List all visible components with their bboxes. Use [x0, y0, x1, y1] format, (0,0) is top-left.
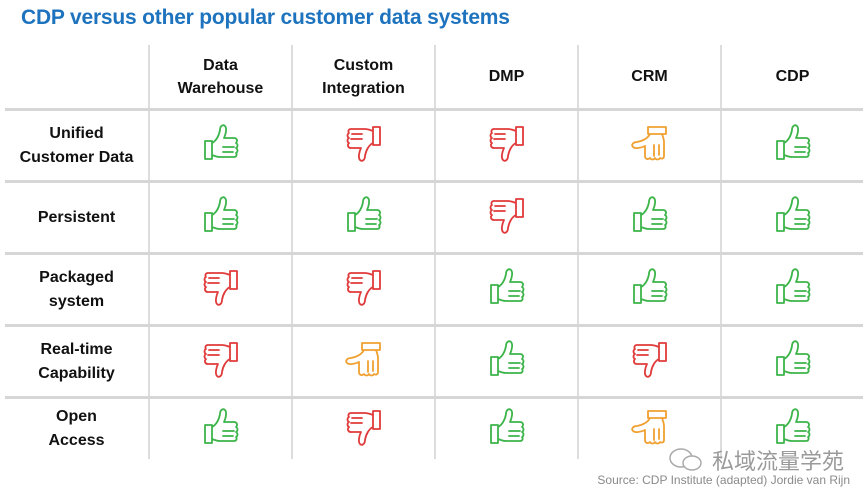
- thumbs-up-icon: [775, 196, 810, 232]
- rating-cell: [577, 396, 721, 459]
- row-label: Packaged system: [5, 252, 149, 326]
- rating-cell: [720, 180, 863, 254]
- rating-cell: [720, 252, 863, 326]
- thumbs-up-icon: [489, 268, 524, 304]
- rating-cell: [148, 108, 292, 182]
- thumbs-up-icon: [775, 268, 810, 304]
- rating-cell: [577, 180, 721, 254]
- rating-cell: [577, 108, 721, 182]
- thumbs-down-icon: [203, 270, 238, 306]
- rating-cell: [148, 324, 292, 398]
- table-row: Unified Customer Data: [5, 108, 863, 182]
- rating-cell: [291, 396, 435, 459]
- column-header: CDP: [720, 45, 863, 110]
- thumbs-down-icon: [632, 342, 667, 378]
- corner-cell: [5, 45, 149, 110]
- thumbs-up-icon: [203, 124, 238, 160]
- thumbs-down-icon: [346, 270, 381, 306]
- rating-cell: [148, 396, 292, 459]
- rating-cell: [434, 324, 578, 398]
- rating-cell: [291, 108, 435, 182]
- table-row: Persistent: [5, 180, 863, 254]
- thumbs-sideways-icon: [344, 342, 381, 377]
- thumbs-down-icon: [489, 126, 524, 162]
- row-label: Open Access: [5, 396, 149, 459]
- row-label: Persistent: [5, 180, 149, 254]
- thumbs-down-icon: [346, 126, 381, 162]
- source-caption: Source: CDP Institute (adapted) Jordie v…: [597, 473, 850, 487]
- rating-cell: [291, 180, 435, 254]
- thumbs-up-icon: [489, 340, 524, 376]
- thumbs-down-icon: [346, 409, 381, 446]
- rating-cell: [434, 180, 578, 254]
- thumbs-sideways-icon: [630, 409, 667, 444]
- thumbs-down-icon: [203, 342, 238, 378]
- row-label: Real-time Capability: [5, 324, 149, 398]
- thumbs-up-icon: [775, 340, 810, 376]
- rating-cell: [434, 252, 578, 326]
- thumbs-up-icon: [203, 196, 238, 232]
- row-label: Unified Customer Data: [5, 108, 149, 182]
- rating-cell: [577, 324, 721, 398]
- column-header: CRM: [577, 45, 721, 110]
- rating-cell: [577, 252, 721, 326]
- thumbs-up-icon: [632, 268, 667, 304]
- thumbs-up-icon: [775, 124, 810, 160]
- header-row: Data Warehouse Custom Integration DMP CRM CDP: [5, 45, 863, 110]
- column-header: DMP: [434, 45, 578, 110]
- thumbs-up-icon: [489, 407, 524, 444]
- table-row: Open Access: [5, 396, 863, 459]
- thumbs-up-icon: [775, 407, 810, 444]
- rating-cell: [148, 180, 292, 254]
- column-header: Data Warehouse: [148, 45, 292, 110]
- thumbs-up-icon: [632, 196, 667, 232]
- rating-cell: [720, 324, 863, 398]
- thumbs-up-icon: [203, 407, 238, 444]
- rating-cell: [434, 396, 578, 459]
- rating-cell: [291, 252, 435, 326]
- thumbs-down-icon: [489, 198, 524, 234]
- rating-cell: [720, 396, 863, 459]
- rating-cell: [291, 324, 435, 398]
- thumbs-sideways-icon: [630, 126, 667, 161]
- table-row: Packaged system: [5, 252, 863, 326]
- rating-cell: [148, 252, 292, 326]
- column-header: Custom Integration: [291, 45, 435, 110]
- comparison-table: Data Warehouse Custom Integration DMP CRM CDP …: [5, 45, 863, 459]
- table-row: Real-time Capability: [5, 324, 863, 398]
- wechat-icon: [669, 448, 702, 471]
- watermark-text: 私域流量学苑: [712, 449, 845, 474]
- rating-cell: [720, 108, 863, 182]
- watermark: 私域流量学苑: [668, 444, 844, 476]
- rating-cell: [434, 108, 578, 182]
- page-title: CDP versus other popular customer data s…: [21, 6, 510, 29]
- thumbs-up-icon: [346, 196, 381, 232]
